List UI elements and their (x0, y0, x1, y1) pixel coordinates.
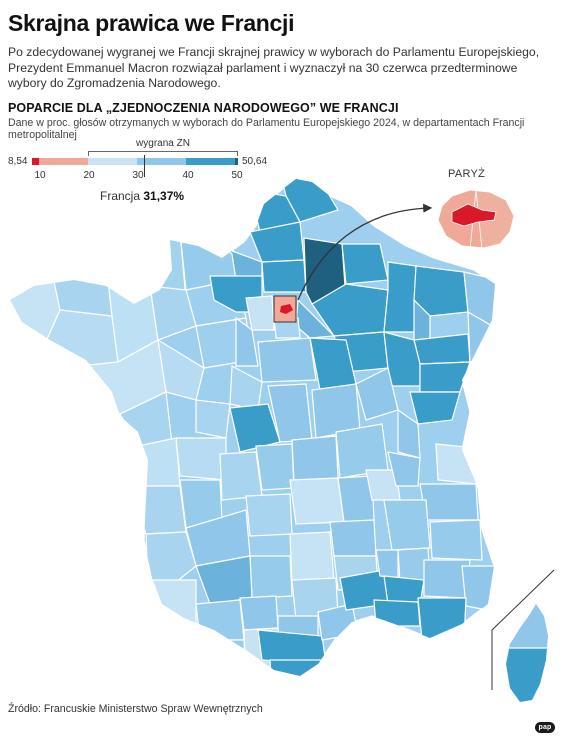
department-haute-vienne (219, 451, 263, 501)
department-loiret (257, 337, 317, 383)
legend-bin-2 (88, 158, 137, 165)
department-haute-corse (506, 604, 548, 653)
paris-inset-title: PARYŻ (448, 168, 486, 180)
department-correze (245, 493, 293, 537)
department-creuse (255, 443, 295, 491)
legend-tick-20: 20 (83, 170, 95, 181)
paris-inset-city (451, 203, 497, 227)
department-cotes-darmor (51, 271, 113, 317)
department-moselle (413, 265, 469, 317)
department-nord (279, 179, 339, 223)
department-meuse (383, 261, 417, 333)
legend-tick-50: 50 (231, 170, 243, 181)
department-indre-et-loire (195, 399, 231, 439)
department-pyrenees-atlantiques (149, 619, 205, 676)
legend-national-marker (143, 155, 145, 177)
intro-text: Po zdecydowanej wygranej we Francji skra… (8, 45, 540, 90)
department-allier (291, 435, 339, 483)
department-pyrenees-orientales (269, 659, 327, 676)
department-corse-du-sud (506, 647, 548, 702)
department-vienne (175, 437, 227, 481)
department-yvelines (245, 295, 275, 331)
legend-bar (32, 158, 238, 165)
department-savoie (419, 483, 479, 521)
legend-bin-5 (234, 158, 238, 165)
department-ardennes (341, 243, 389, 285)
legend-national-value: 31,37% (143, 189, 185, 203)
legend-bin-4 (185, 158, 235, 165)
legend-national-label: Francja (100, 189, 141, 203)
legend-bin-1 (39, 158, 89, 165)
legend-max: 50,64 (242, 156, 268, 167)
section-subtitle: Dane w proc. głosów otrzymanych w wybora… (8, 117, 525, 141)
legend-tick-40: 40 (182, 170, 194, 181)
corsica-inset-frame (491, 569, 555, 690)
department-bouches-du-rhone (373, 599, 421, 627)
department-var (417, 597, 467, 641)
department-aude (257, 629, 327, 665)
inset-arrow (297, 203, 433, 301)
paris-locator-core (280, 304, 293, 314)
page-title: Skrajna prawica we Francji (8, 10, 295, 36)
legend-win-bracket (88, 151, 238, 156)
department-vosges (413, 333, 471, 365)
department-charente-maritime (129, 485, 187, 535)
legend-bin-0 (32, 158, 40, 165)
corsica (506, 604, 548, 702)
legend-tick-10: 10 (34, 170, 46, 181)
department-hautes-pyrenees (199, 639, 247, 676)
department-alpes-maritimes (461, 565, 495, 613)
department-haute-loire (329, 519, 377, 557)
department-ardeche (375, 549, 399, 579)
legend-scale-label: wygrana ZN (136, 138, 190, 149)
department-eure-et-loir (235, 316, 259, 367)
department-ain (387, 451, 421, 487)
legend-min: 8,54 (8, 156, 28, 167)
color-legend: wygrana ZN 8,54 50,64 10 20 30 40 50 Fra… (8, 138, 268, 210)
department-isere (383, 499, 431, 551)
department-oise (261, 259, 307, 293)
department-hautes-alpes (429, 519, 483, 561)
department-puy-de-dome (289, 477, 345, 525)
section-heading: POPARCIE DLA „ZJEDNOCZENIA NARODOWEGO” W… (8, 101, 399, 115)
legend-tick-30: 30 (132, 170, 144, 181)
legend-national-average: Francja 31,37% (100, 189, 184, 203)
department-lot (249, 555, 293, 599)
source-note: Źródło: Francuskie Ministerstwo Spraw We… (8, 703, 263, 715)
pap-logo: pap (535, 722, 555, 733)
paris-inset-outline (437, 189, 515, 249)
legend-bin-3 (137, 158, 186, 165)
department-deux-sevres (137, 437, 181, 487)
department-doubs (409, 391, 461, 425)
department-haute-savoie (435, 443, 477, 485)
department-tarn-et-garonne (239, 595, 279, 631)
